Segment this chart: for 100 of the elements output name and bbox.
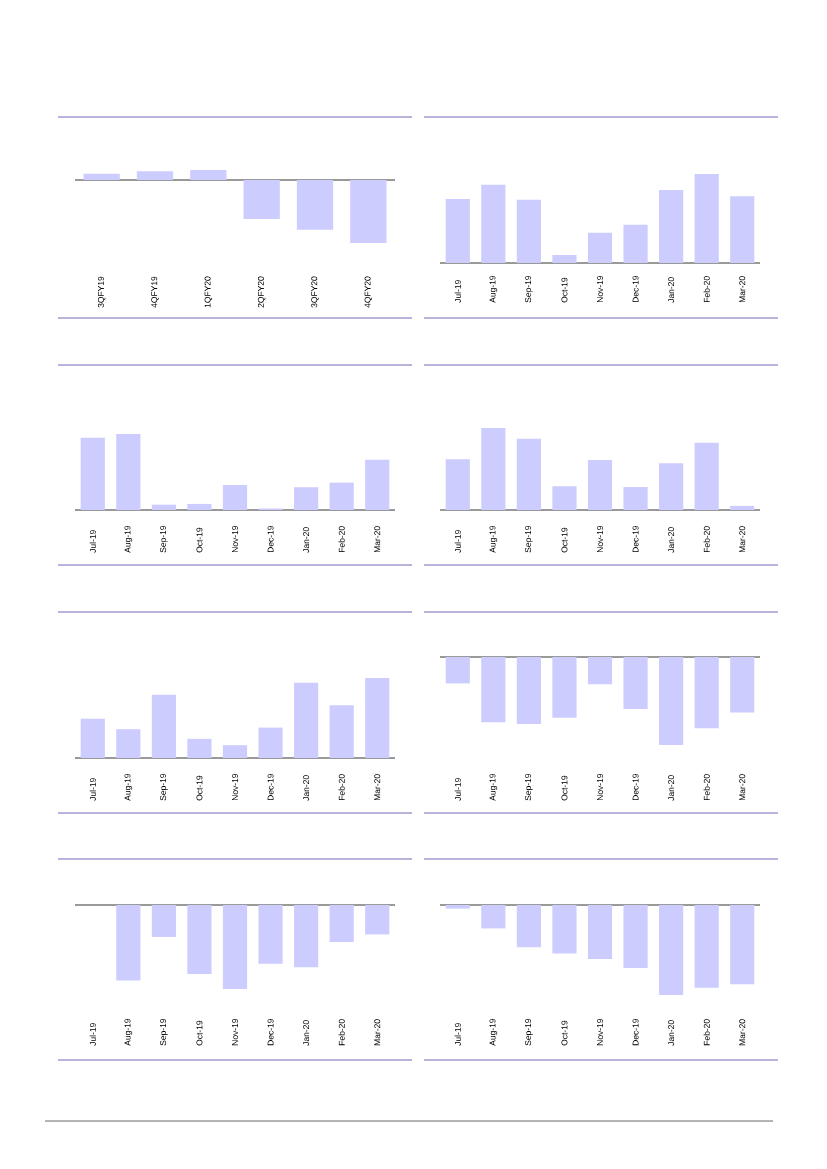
bar — [623, 224, 648, 263]
x-tick-label: Nov-19 — [597, 275, 603, 303]
x-tick-label: Mar-20 — [374, 526, 381, 553]
x-tick-label: Jul-19 — [454, 778, 461, 801]
x-tick-label: Aug-19 — [489, 773, 498, 801]
bar — [116, 434, 141, 511]
x-tick-label: Aug-19 — [489, 1018, 498, 1046]
bar — [80, 437, 105, 511]
x-tick-label: Jul-19 — [89, 1023, 96, 1046]
bar — [516, 438, 541, 511]
x-tick-label: Mar-20 — [739, 276, 746, 303]
x-tick-label: Sep-19 — [160, 525, 168, 553]
bar — [694, 174, 719, 263]
bar — [552, 486, 577, 511]
x-tick-label: Feb-20 — [338, 774, 345, 801]
x-tick-label: Dec-19 — [632, 773, 639, 801]
x-tick-label: Feb-20 — [703, 774, 710, 801]
bar — [190, 169, 227, 180]
bar — [659, 463, 684, 511]
x-tick-label: Oct-19 — [196, 527, 203, 553]
bar — [730, 505, 755, 511]
x-tick-label: Sep-19 — [160, 1018, 168, 1046]
bar — [294, 682, 319, 759]
bar — [552, 254, 577, 263]
x-tick-label: Oct-19 — [196, 1020, 203, 1046]
x-tick-label: Nov-19 — [597, 525, 603, 553]
bar — [151, 694, 176, 759]
x-tick-label: 3QFY19 — [97, 276, 106, 308]
x-tick-label: Feb-20 — [338, 1019, 345, 1046]
x-tick-label: Nov-19 — [597, 773, 603, 801]
x-tick-label: Mar-20 — [739, 774, 746, 801]
x-tick-label: Jan-20 — [303, 527, 310, 553]
bar — [296, 180, 334, 230]
x-tick-label: Mar-20 — [374, 774, 381, 801]
bar — [243, 180, 280, 220]
x-tick-label: Feb-20 — [703, 526, 710, 553]
x-tick-label: Dec-19 — [632, 525, 639, 553]
bar — [730, 196, 755, 263]
bar — [350, 180, 387, 243]
x-tick-label: Dec-19 — [267, 1018, 274, 1046]
x-tick-label: Mar-20 — [739, 1019, 746, 1046]
x-tick-label: Aug-19 — [124, 525, 133, 553]
bar — [222, 745, 248, 759]
x-tick-label: Jan-20 — [668, 775, 675, 801]
x-tick-label: Nov-19 — [232, 1018, 238, 1046]
bar — [587, 232, 613, 263]
bar — [481, 428, 506, 511]
bar — [329, 482, 354, 511]
x-tick-label: Nov-19 — [232, 525, 238, 553]
x-tick-label: Jan-20 — [668, 277, 675, 303]
x-tick-label: Feb-20 — [703, 276, 710, 303]
bar — [80, 718, 105, 759]
x-tick-label: Oct-19 — [196, 775, 203, 801]
x-tick-label: Jan-20 — [303, 1020, 310, 1046]
x-tick-label: Jul-19 — [454, 280, 461, 303]
x-tick-label: Sep-19 — [160, 773, 168, 801]
x-tick-label: Jul-19 — [454, 1023, 461, 1046]
x-tick-label: Jul-19 — [89, 530, 96, 553]
bar — [587, 459, 613, 511]
x-tick-label: Aug-19 — [489, 525, 498, 553]
bar — [623, 487, 648, 511]
x-tick-label: Dec-19 — [267, 773, 274, 801]
x-tick-label: Jul-19 — [89, 778, 96, 801]
x-tick-label: Oct-19 — [561, 775, 568, 801]
x-tick-label: Sep-19 — [525, 525, 533, 553]
bar — [481, 184, 506, 263]
x-tick-label: Nov-19 — [232, 773, 238, 801]
x-tick-label: Oct-19 — [561, 1020, 568, 1046]
bar — [258, 727, 283, 759]
bar — [445, 459, 470, 511]
bar — [694, 442, 719, 511]
bar — [516, 199, 541, 263]
x-tick-label: Feb-20 — [338, 526, 345, 553]
bar — [222, 484, 248, 511]
bar — [83, 173, 120, 180]
x-tick-label: Dec-19 — [632, 1018, 639, 1046]
x-tick-label: Aug-19 — [124, 1018, 133, 1046]
x-tick-label: Feb-20 — [703, 1019, 710, 1046]
x-tick-label: Jan-20 — [668, 527, 675, 553]
x-tick-label: Jan-20 — [303, 775, 310, 801]
x-tick-label: Dec-19 — [267, 525, 274, 553]
x-tick-label: 3QFY20 — [311, 276, 319, 308]
x-tick-label: Mar-20 — [374, 1019, 381, 1046]
x-tick-label: Jul-19 — [454, 530, 461, 553]
bar — [151, 504, 176, 511]
x-tick-label: Oct-19 — [561, 277, 568, 303]
bar — [445, 198, 470, 263]
x-tick-label: Jan-20 — [668, 1020, 675, 1046]
x-tick-label: Sep-19 — [525, 1018, 533, 1046]
x-tick-label: 4QFY20 — [364, 276, 373, 308]
bar — [187, 503, 212, 511]
bar — [365, 678, 390, 759]
x-tick-label: Mar-20 — [739, 526, 746, 553]
x-tick-label: Oct-19 — [561, 527, 568, 553]
bar — [329, 705, 354, 759]
x-tick-label: Aug-19 — [489, 275, 498, 303]
x-tick-label: Sep-19 — [525, 773, 533, 801]
bar — [365, 459, 390, 511]
x-tick-label: 1QFY20 — [204, 276, 213, 308]
bar — [659, 190, 684, 263]
